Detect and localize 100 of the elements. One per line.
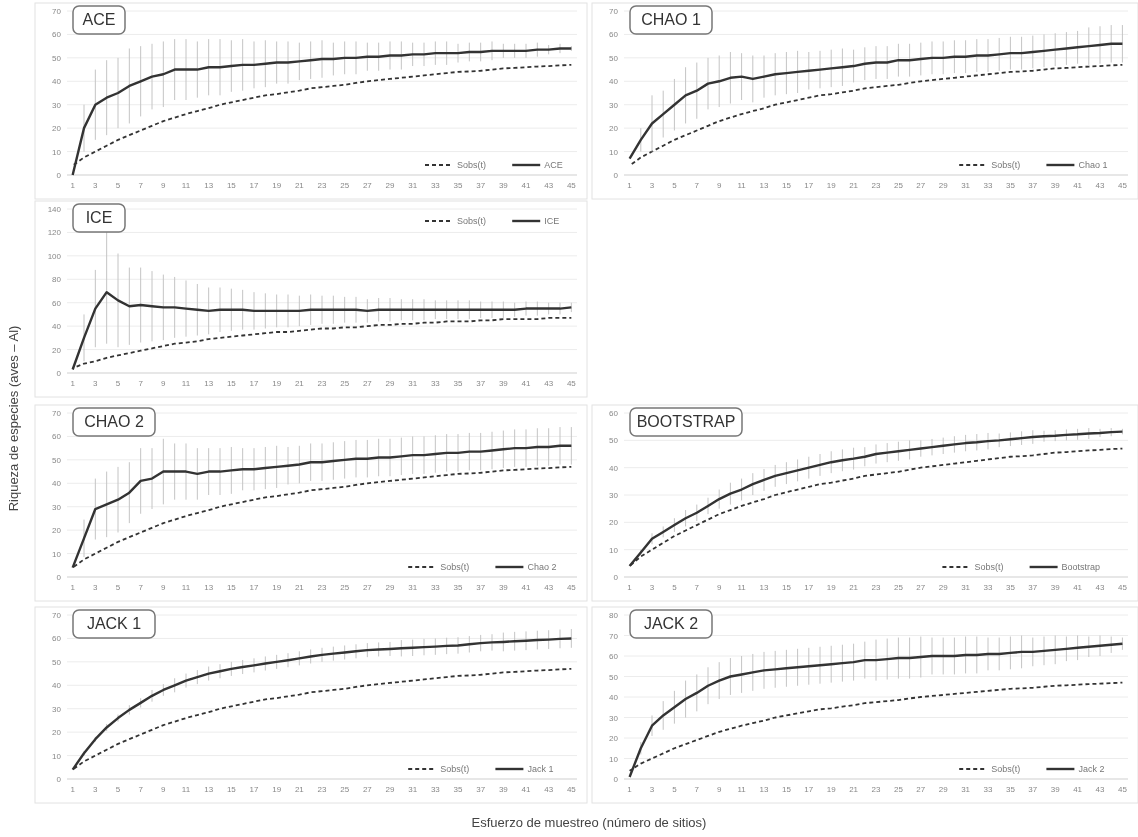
x-tick-label: 3 bbox=[649, 583, 655, 592]
x-tick-label: 25 bbox=[340, 583, 350, 592]
x-tick-label: 21 bbox=[294, 379, 305, 388]
y-tick-label: 0 bbox=[56, 573, 62, 582]
line-series bbox=[628, 42, 1124, 160]
x-tick-label: 25 bbox=[893, 583, 904, 592]
y-tick-label: 40 bbox=[52, 681, 62, 691]
x-tick-label: 17 bbox=[249, 583, 259, 592]
y-tick-label: 30 bbox=[609, 491, 619, 500]
x-tick-label: 31 bbox=[961, 583, 971, 592]
x-tick-label: 25 bbox=[893, 181, 904, 190]
x-tick-label: 35 bbox=[453, 379, 463, 388]
legend-label: Sobs(t) bbox=[991, 160, 1021, 170]
x-tick-label: 21 bbox=[294, 181, 305, 190]
x-tick-label: 3 bbox=[649, 785, 655, 794]
x-tick-label: 43 bbox=[544, 785, 554, 794]
y-tick-label: 80 bbox=[52, 275, 62, 285]
x-tick-label: 35 bbox=[453, 583, 463, 592]
x-tick-label: 29 bbox=[385, 181, 395, 190]
legend-label: Sobs(t) bbox=[974, 562, 1004, 572]
y-tick-label: 10 bbox=[609, 545, 619, 555]
y-tick-label: 20 bbox=[52, 728, 62, 738]
x-tick-label: 43 bbox=[544, 181, 554, 190]
x-tick-label: 29 bbox=[938, 583, 949, 592]
y-tick-label: 80 bbox=[609, 611, 619, 620]
x-tick-label: 29 bbox=[385, 785, 395, 794]
x-tick-label: 33 bbox=[983, 583, 993, 592]
y-tick-label: 70 bbox=[609, 7, 619, 16]
x-tick-label: 11 bbox=[181, 379, 191, 388]
y-tick-label: 20 bbox=[609, 734, 619, 743]
x-tick-label: 13 bbox=[204, 785, 214, 794]
x-tick-label: 33 bbox=[430, 785, 441, 794]
x-tick-label: 3 bbox=[649, 181, 655, 190]
x-tick-label: 45 bbox=[566, 181, 577, 190]
x-tick-label: 21 bbox=[849, 583, 859, 592]
y-tick-label: 60 bbox=[609, 30, 619, 40]
legend-label: Sobs(t) bbox=[457, 216, 487, 226]
x-tick-label: 21 bbox=[294, 785, 305, 794]
x-tick-label: 9 bbox=[716, 785, 722, 794]
legend-label: Chao 2 bbox=[527, 562, 557, 572]
x-tick-label: 1 bbox=[70, 583, 76, 592]
y-tick-label: 40 bbox=[52, 479, 62, 489]
y-tick-label: 0 bbox=[56, 369, 62, 378]
x-tick-label: 31 bbox=[408, 379, 418, 388]
x-tick-label: 41 bbox=[521, 583, 531, 592]
x-tick-label: 45 bbox=[566, 785, 577, 794]
chart-title: JACK 2 bbox=[643, 615, 699, 632]
x-tick-label: 31 bbox=[961, 181, 971, 190]
x-tick-label: 7 bbox=[138, 785, 144, 794]
y-tick-label: 0 bbox=[56, 775, 62, 784]
x-tick-label: 41 bbox=[521, 379, 531, 388]
y-tick-label: 70 bbox=[609, 631, 619, 641]
x-tick-label: 33 bbox=[430, 583, 441, 592]
x-tick-label: 31 bbox=[961, 785, 971, 794]
x-tick-label: 3 bbox=[93, 785, 99, 794]
x-tick-label: 5 bbox=[115, 785, 121, 794]
y-tick-label: 40 bbox=[52, 77, 62, 87]
y-tick-label: 20 bbox=[52, 526, 62, 536]
x-tick-label: 13 bbox=[759, 181, 769, 190]
x-tick-label: 1 bbox=[70, 785, 76, 794]
x-tick-label: 39 bbox=[498, 583, 509, 592]
x-tick-label: 27 bbox=[362, 379, 373, 388]
y-tick-label: 10 bbox=[52, 147, 62, 157]
x-tick-label: 5 bbox=[115, 379, 121, 388]
y-tick-label: 50 bbox=[52, 455, 62, 465]
legend-label: Jack 1 bbox=[527, 764, 554, 774]
x-tick-label: 13 bbox=[204, 583, 214, 592]
y-tick-label: 60 bbox=[52, 30, 62, 40]
x-tick-label: 21 bbox=[849, 181, 859, 190]
x-tick-label: 27 bbox=[362, 583, 373, 592]
x-tick-label: 37 bbox=[476, 379, 486, 388]
x-tick-label: 37 bbox=[1028, 785, 1038, 794]
x-tick-label: 7 bbox=[694, 583, 700, 592]
y-tick-label: 10 bbox=[609, 147, 619, 157]
legend-label: Chao 1 bbox=[1078, 160, 1108, 170]
y-tick-label: 120 bbox=[47, 228, 62, 238]
x-tick-label: 15 bbox=[226, 379, 237, 388]
y-tick-label: 60 bbox=[52, 432, 62, 442]
x-tick-label: 25 bbox=[893, 785, 904, 794]
x-tick-label: 39 bbox=[1050, 181, 1061, 190]
line-series bbox=[628, 642, 1124, 779]
y-tick-label: 50 bbox=[52, 657, 62, 667]
x-tick-label: 21 bbox=[849, 785, 859, 794]
x-tick-label: 1 bbox=[70, 379, 76, 388]
x-tick-label: 1 bbox=[627, 181, 633, 190]
x-tick-label: 13 bbox=[204, 181, 214, 190]
x-tick-label: 31 bbox=[408, 785, 418, 794]
x-tick-label: 23 bbox=[317, 583, 327, 592]
y-axis-title: Riqueza de especies (aves – Al) bbox=[6, 325, 21, 512]
x-tick-label: 23 bbox=[317, 785, 327, 794]
x-tick-label: 29 bbox=[938, 785, 949, 794]
x-tick-label: 13 bbox=[204, 379, 214, 388]
x-tick-label: 39 bbox=[498, 379, 509, 388]
x-tick-label: 9 bbox=[716, 181, 722, 190]
x-tick-label: 19 bbox=[826, 181, 837, 190]
x-tick-label: 5 bbox=[672, 181, 678, 190]
chart-title: ICE bbox=[85, 209, 113, 226]
x-tick-label: 39 bbox=[1050, 583, 1061, 592]
x-tick-label: 15 bbox=[781, 583, 792, 592]
y-tick-label: 70 bbox=[52, 7, 62, 16]
